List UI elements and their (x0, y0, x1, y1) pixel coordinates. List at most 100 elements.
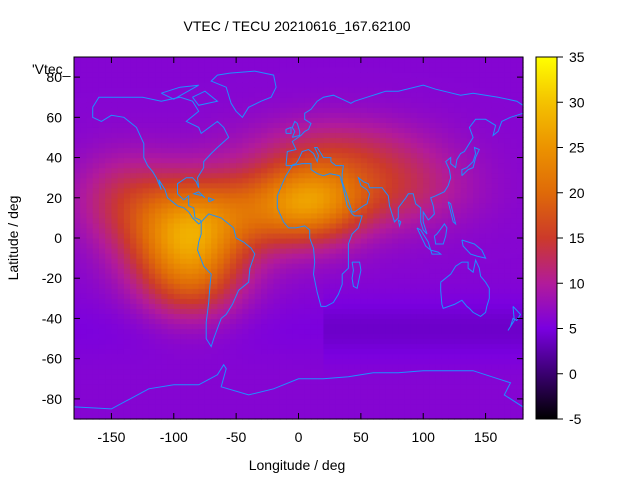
heatmap-cell (167, 202, 175, 209)
heatmap-cell (435, 393, 443, 400)
heatmap-cell (429, 388, 437, 395)
heatmap-cell (441, 323, 449, 330)
heatmap-cell (242, 142, 250, 149)
heatmap-cell (204, 243, 212, 249)
heatmap-cell (273, 368, 281, 375)
heatmap-cell (398, 232, 406, 239)
heatmap-cell (310, 288, 318, 294)
heatmap-cell (198, 212, 206, 219)
heatmap-cell (254, 137, 262, 144)
heatmap-cell (92, 122, 100, 128)
heatmap-cell (429, 147, 437, 154)
heatmap-cell (173, 162, 181, 169)
heatmap-cell (242, 132, 250, 139)
heatmap-cell (498, 202, 505, 209)
heatmap-cell (167, 107, 175, 113)
heatmap-cell (111, 157, 119, 164)
heatmap-cell (460, 343, 468, 350)
heatmap-cell (441, 413, 449, 420)
heatmap-cell (117, 232, 125, 239)
heatmap-cell (155, 152, 162, 159)
heatmap-cell (273, 363, 281, 370)
heatmap-cell (248, 197, 256, 204)
heatmap-cell (248, 343, 256, 350)
heatmap-cell (242, 323, 250, 330)
heatmap-cell (367, 227, 374, 234)
heatmap-cell (392, 107, 399, 113)
heatmap-cell (354, 383, 362, 390)
heatmap-cell (254, 162, 262, 169)
heatmap-cell (404, 393, 412, 400)
heatmap-cell (248, 248, 256, 254)
heatmap-cell (173, 132, 181, 139)
heatmap-cell (117, 348, 125, 355)
heatmap-cell (354, 338, 362, 345)
heatmap-cell (491, 268, 499, 274)
heatmap-cell (223, 92, 231, 98)
heatmap-cell (423, 298, 431, 304)
heatmap-cell (379, 388, 387, 395)
heatmap-cell (342, 142, 349, 149)
heatmap-cell (410, 122, 418, 128)
heatmap-cell (236, 177, 243, 184)
heatmap-cell (180, 293, 187, 299)
heatmap-cell (466, 142, 474, 149)
heatmap-cell (317, 192, 325, 199)
heatmap-cell (261, 117, 268, 123)
heatmap-cell (298, 403, 306, 410)
heatmap-cell (385, 127, 393, 134)
heatmap-cell (242, 107, 250, 113)
heatmap-cell (186, 117, 194, 123)
heatmap-cell (254, 333, 262, 340)
heatmap-cell (123, 152, 131, 159)
heatmap-cell (192, 202, 200, 209)
heatmap-cell (335, 373, 343, 380)
heatmap-cell (74, 398, 81, 405)
heatmap-cell (373, 192, 381, 199)
heatmap-cell (373, 408, 381, 415)
heatmap-cell (498, 127, 505, 134)
heatmap-cell (286, 232, 293, 239)
heatmap-cell (292, 333, 300, 340)
heatmap-cell (242, 283, 250, 289)
heatmap-cell (248, 403, 256, 410)
heatmap-cell (429, 87, 437, 93)
heatmap-cell (123, 67, 131, 73)
heatmap-cell (292, 102, 300, 108)
heatmap-cell (279, 253, 287, 259)
heatmap-cell (279, 363, 287, 370)
heatmap-cell (404, 243, 412, 249)
heatmap-cell (392, 77, 399, 83)
heatmap-cell (367, 212, 374, 219)
heatmap-cell (454, 197, 462, 204)
heatmap-cell (273, 298, 281, 304)
heatmap-cell (86, 253, 94, 259)
heatmap-cell (404, 92, 412, 98)
heatmap-cell (236, 253, 243, 259)
heatmap-cell (105, 303, 113, 309)
heatmap-cell (342, 132, 349, 139)
heatmap-cell (130, 373, 137, 380)
heatmap-cell (304, 393, 312, 400)
heatmap-cell (454, 283, 462, 289)
heatmap-cell (74, 293, 81, 299)
heatmap-cell (279, 358, 287, 365)
heatmap-cell (354, 403, 362, 410)
heatmap-cell (354, 343, 362, 350)
heatmap-cell (435, 202, 443, 209)
heatmap-cell (192, 288, 200, 294)
heatmap-cell (236, 268, 243, 274)
heatmap-cell (298, 338, 306, 345)
heatmap-cell (286, 122, 293, 128)
heatmap-cell (186, 303, 194, 309)
heatmap-cell (161, 258, 169, 264)
heatmap-cell (204, 348, 212, 355)
heatmap-cell (298, 97, 306, 103)
heatmap-cell (211, 378, 219, 385)
heatmap-cell (460, 82, 468, 88)
heatmap-cell (498, 187, 505, 194)
heatmap-cell (155, 82, 162, 88)
heatmap-cell (491, 358, 499, 365)
heatmap-cell (304, 413, 312, 420)
heatmap-cell (304, 313, 312, 320)
